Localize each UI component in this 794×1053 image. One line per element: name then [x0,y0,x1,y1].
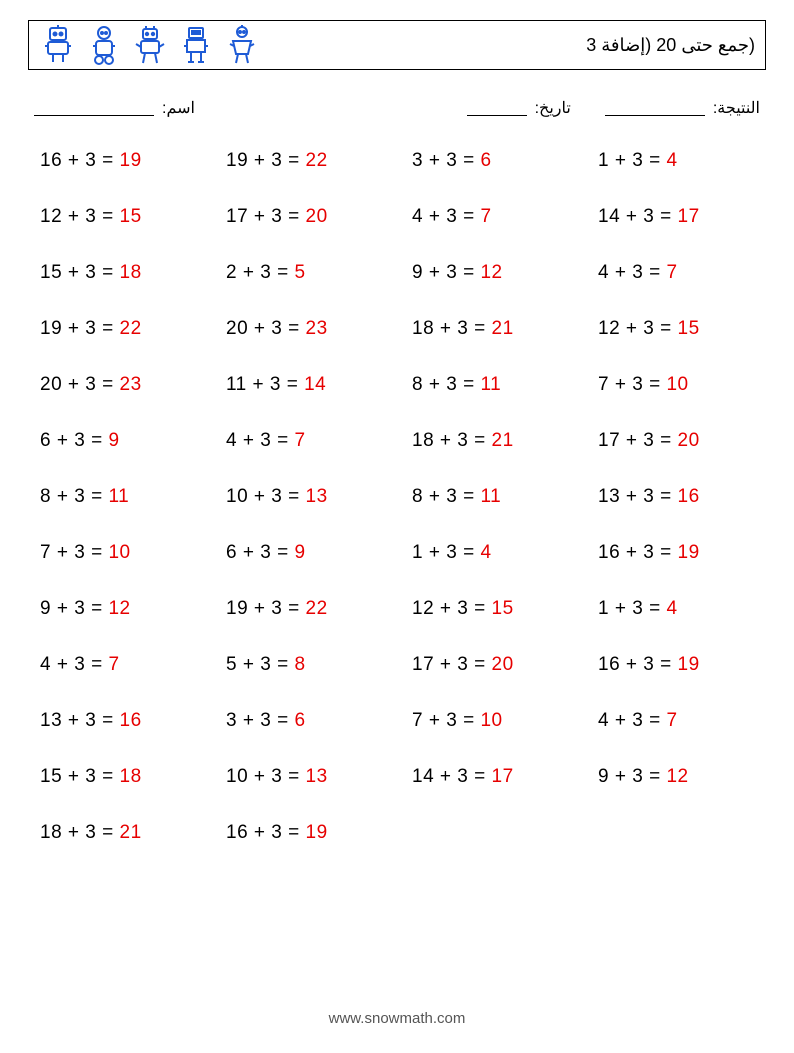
robot-icon [131,24,169,66]
name-label: اسم: [162,98,195,118]
problem-cell: 9 + 3 = 12 [598,766,754,788]
problem-cell: 4 + 3 = 7 [40,654,196,676]
problem-cell: 17 + 3 = 20 [226,206,382,228]
problem-cell: 16 + 3 = 19 [226,822,382,844]
problem-cell: 7 + 3 = 10 [40,542,196,564]
problem-cell: 12 + 3 = 15 [412,598,568,620]
robot-icons [39,24,261,66]
problem-cell: 6 + 3 = 9 [40,430,196,452]
problem-cell: 16 + 3 = 19 [598,542,754,564]
meta-row: اسم: النتيجة: تاريخ: [28,98,766,118]
problem-cell: 6 + 3 = 9 [226,542,382,564]
name-line [34,101,154,116]
problem-cell: 14 + 3 = 17 [412,766,568,788]
problem-cell: 3 + 3 = 6 [412,150,568,172]
problem-cell: 19 + 3 = 22 [40,318,196,340]
problem-cell: 1 + 3 = 4 [598,598,754,620]
problem-cell: 4 + 3 = 7 [598,710,754,732]
problem-cell: 20 + 3 = 23 [40,374,196,396]
robot-icon [177,24,215,66]
problem-cell: 2 + 3 = 5 [226,262,382,284]
robot-icon [85,24,123,66]
problem-cell: 17 + 3 = 20 [412,654,568,676]
problem-cell: 12 + 3 = 15 [598,318,754,340]
problem-cell: 19 + 3 = 22 [226,598,382,620]
problem-cell: 17 + 3 = 20 [598,430,754,452]
problem-cell: 3 + 3 = 6 [226,710,382,732]
problem-cell: 20 + 3 = 23 [226,318,382,340]
date-label: تاريخ: [535,98,571,118]
problem-grid: 16 + 3 = 19 19 + 3 = 22 3 + 3 = 6 1 + 3 = 4… [28,150,766,844]
problem-cell: 9 + 3 = 12 [40,598,196,620]
problem-cell: 4 + 3 = 7 [598,262,754,284]
problem-cell: 8 + 3 = 11 [40,486,196,508]
problem-cell: 10 + 3 = 13 [226,486,382,508]
problem-cell: 8 + 3 = 11 [412,486,568,508]
problem-cell: 11 + 3 = 14 [226,374,382,396]
footer-url: www.snowmath.com [0,1010,794,1027]
problem-cell: 4 + 3 = 7 [412,206,568,228]
header-box: (جمع حتى 20 (إضافة 3 [28,20,766,70]
problem-cell: 1 + 3 = 4 [412,542,568,564]
problem-cell: 10 + 3 = 13 [226,766,382,788]
problem-cell: 7 + 3 = 10 [412,710,568,732]
problem-cell: 15 + 3 = 18 [40,766,196,788]
robot-icon [223,24,261,66]
problem-cell: 18 + 3 = 21 [412,430,568,452]
problem-cell: 19 + 3 = 22 [226,150,382,172]
problem-cell: 9 + 3 = 12 [412,262,568,284]
problem-cell: 15 + 3 = 18 [40,262,196,284]
problem-cell [598,822,754,844]
problem-cell: 4 + 3 = 7 [226,430,382,452]
problem-cell: 8 + 3 = 11 [412,374,568,396]
problem-cell: 18 + 3 = 21 [412,318,568,340]
problem-cell: 16 + 3 = 19 [40,150,196,172]
problem-cell: 18 + 3 = 21 [40,822,196,844]
score-label: النتيجة: [713,98,760,118]
problem-cell: 7 + 3 = 10 [598,374,754,396]
problem-cell: 1 + 3 = 4 [598,150,754,172]
robot-icon [39,24,77,66]
problem-cell: 13 + 3 = 16 [598,486,754,508]
problem-cell: 16 + 3 = 19 [598,654,754,676]
problem-cell: 13 + 3 = 16 [40,710,196,732]
problem-cell [412,822,568,844]
problem-cell: 5 + 3 = 8 [226,654,382,676]
problem-cell: 12 + 3 = 15 [40,206,196,228]
date-line [467,101,527,116]
score-line [605,101,705,116]
problem-cell: 14 + 3 = 17 [598,206,754,228]
worksheet-title: (جمع حتى 20 (إضافة 3 [586,35,755,56]
